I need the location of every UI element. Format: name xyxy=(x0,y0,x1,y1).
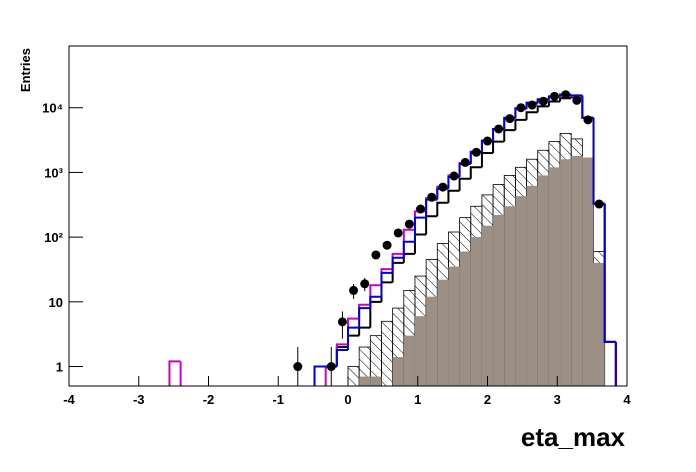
histogram-step xyxy=(413,216,427,242)
data-point xyxy=(594,199,604,209)
data-point xyxy=(360,279,370,289)
data-point xyxy=(494,124,504,134)
filled-bar xyxy=(571,155,583,386)
data-point xyxy=(549,91,559,101)
filled-bar xyxy=(493,214,505,386)
hatched-bar xyxy=(381,320,394,386)
x-tick-label: -1 xyxy=(272,392,284,407)
histogram-step xyxy=(514,118,527,131)
y-tick-label: 10³ xyxy=(44,165,63,180)
x-tick-label: 2 xyxy=(484,392,491,407)
filled-bar xyxy=(526,185,538,386)
filled-bar xyxy=(448,266,460,386)
filled-bar xyxy=(470,237,482,386)
data-point xyxy=(538,96,548,106)
y-axis-title: Entries xyxy=(18,48,33,92)
filled-bar xyxy=(414,316,427,386)
data-point xyxy=(561,90,571,100)
x-axis-title: eta_max xyxy=(521,422,626,452)
data-point xyxy=(449,171,459,181)
histogram-step xyxy=(313,365,326,386)
histogram-step xyxy=(469,166,482,179)
y-tick-label: 10⁴ xyxy=(42,101,63,116)
y-tick-label: 1 xyxy=(56,360,63,375)
histogram-step xyxy=(347,326,360,351)
x-tick-label: -3 xyxy=(133,392,145,407)
data-point xyxy=(404,219,414,229)
filled-bar xyxy=(593,262,605,386)
filled-bar xyxy=(560,159,572,386)
y-tick-label: 10 xyxy=(49,295,63,310)
data-point xyxy=(483,136,492,146)
x-tick-label: 4 xyxy=(623,392,631,407)
data-point xyxy=(326,362,336,372)
filled-bar xyxy=(481,225,494,386)
data-point xyxy=(427,192,437,202)
x-tick-label: 0 xyxy=(344,392,351,407)
data-point xyxy=(337,317,347,327)
histogram-step xyxy=(179,361,182,386)
data-point xyxy=(516,103,526,113)
data-point xyxy=(460,157,470,167)
histogram-step xyxy=(614,341,627,386)
filled-bar xyxy=(370,376,382,386)
data-point xyxy=(471,147,481,157)
filled-bar xyxy=(548,167,561,386)
x-tick-label: -2 xyxy=(203,392,215,407)
filled-bar xyxy=(392,357,404,386)
hatched-bar xyxy=(347,366,360,386)
data-point xyxy=(382,240,392,250)
filled-bar xyxy=(426,296,438,386)
histogram-step xyxy=(536,105,549,113)
data-point xyxy=(572,95,582,105)
data-point xyxy=(416,204,426,214)
histogram-step xyxy=(391,256,404,273)
histogram-step xyxy=(503,129,516,142)
histogram-step xyxy=(547,100,561,107)
plot-area xyxy=(168,90,627,386)
filled-bar xyxy=(504,206,516,386)
x-tick-label: 3 xyxy=(554,392,561,407)
x-tick-label: 1 xyxy=(414,392,421,407)
filled-bar xyxy=(437,279,449,386)
data-point xyxy=(371,250,381,260)
data-point xyxy=(349,285,359,295)
histogram-step xyxy=(570,94,583,97)
filled-bar xyxy=(403,335,415,386)
y-tick-label: 10² xyxy=(44,230,63,245)
data-point xyxy=(505,114,515,124)
data-point xyxy=(583,115,593,125)
filled-bar xyxy=(459,251,471,386)
histogram-step xyxy=(436,201,449,217)
histogram-step xyxy=(335,349,348,367)
data-point xyxy=(438,182,448,192)
histogram-step xyxy=(447,189,460,203)
filled-bar xyxy=(537,175,549,386)
histogram-step xyxy=(369,295,382,309)
data-point xyxy=(293,362,303,372)
histogram-step xyxy=(358,307,371,328)
filled-bar xyxy=(359,376,371,386)
histogram-step xyxy=(380,271,393,297)
histogram-step xyxy=(525,111,538,120)
histogram-step xyxy=(603,203,616,343)
histogram-step xyxy=(458,177,471,191)
filled-bar xyxy=(515,196,527,386)
histogram-step xyxy=(402,240,415,258)
data-point xyxy=(393,228,403,238)
data-point xyxy=(527,100,537,110)
x-tick-label: -4 xyxy=(63,392,75,407)
histogram-step xyxy=(168,360,181,386)
filled-bar xyxy=(582,157,594,386)
